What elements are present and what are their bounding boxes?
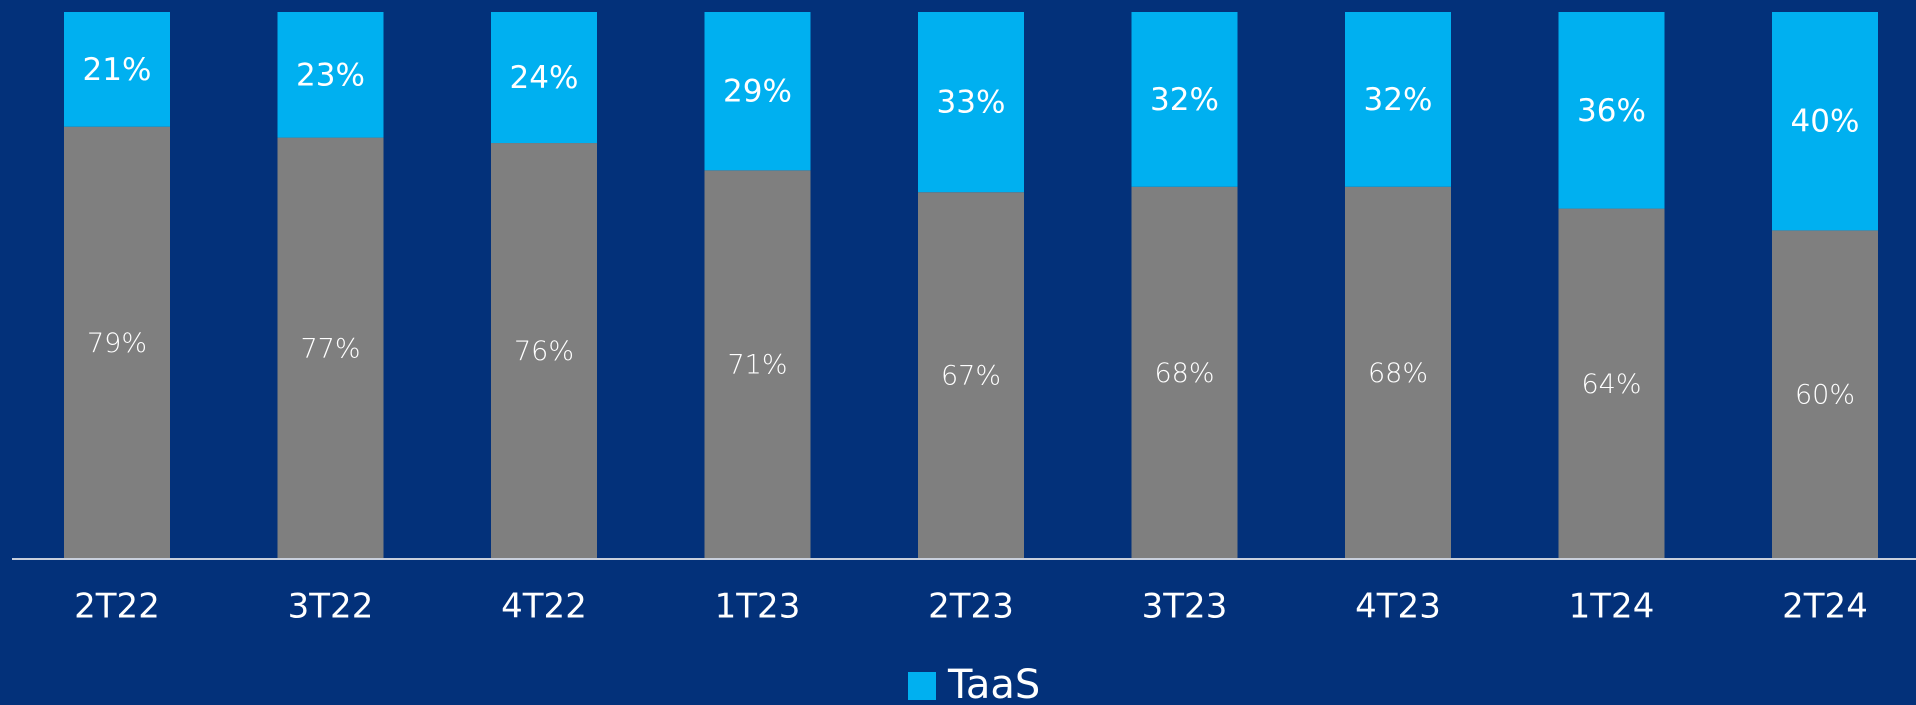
data-label: 79% bbox=[87, 328, 147, 359]
data-label: 68% bbox=[1154, 358, 1214, 389]
x-tick-label: 1T23 bbox=[715, 587, 801, 627]
x-tick-label: 3T22 bbox=[288, 587, 374, 627]
x-tick-label: 1T24 bbox=[1569, 587, 1655, 627]
data-label: 40% bbox=[1791, 104, 1860, 140]
x-tick-label: 4T22 bbox=[501, 587, 587, 627]
data-label: 60% bbox=[1795, 380, 1855, 411]
x-tick-label: 2T23 bbox=[928, 587, 1014, 627]
data-label: 23% bbox=[296, 57, 365, 93]
data-label: 76% bbox=[514, 336, 574, 367]
data-label: 21% bbox=[83, 52, 152, 88]
data-label: 67% bbox=[941, 361, 1001, 392]
x-tick-label: 2T22 bbox=[74, 587, 160, 627]
data-label: 33% bbox=[937, 85, 1006, 121]
x-tick-label: 3T23 bbox=[1142, 587, 1228, 627]
data-label: 71% bbox=[727, 350, 787, 381]
legend-swatch bbox=[908, 672, 936, 700]
data-label: 77% bbox=[300, 333, 360, 364]
data-label: 32% bbox=[1150, 82, 1219, 118]
chart: 79% 21% 2T22 77% 23% 3T22 76% 24% 4T22 71% 29% 1T23… bbox=[0, 0, 1916, 705]
data-label: 29% bbox=[723, 74, 792, 110]
x-tick-label: 4T23 bbox=[1355, 587, 1441, 627]
data-label: 64% bbox=[1581, 369, 1641, 400]
data-label: 36% bbox=[1577, 93, 1646, 129]
data-label: 68% bbox=[1368, 358, 1428, 389]
legend-label: TaaS bbox=[947, 662, 1040, 705]
data-label: 24% bbox=[510, 60, 579, 96]
data-label: 32% bbox=[1364, 82, 1433, 118]
x-tick-label: 2T24 bbox=[1782, 587, 1868, 627]
